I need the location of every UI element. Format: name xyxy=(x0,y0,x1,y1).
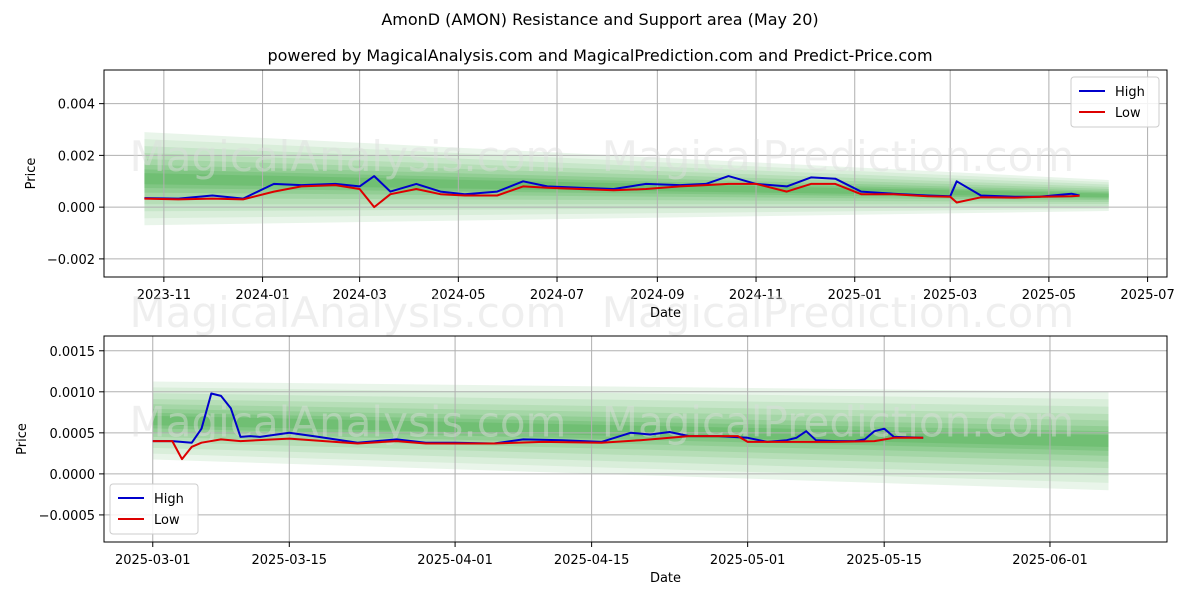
chart-panel-2: 2025-03-01 2025-03-15 2025-04-01 2025-04-15… xyxy=(15,335,1168,586)
chart-subtitle: powered by MagicalAnalysis.com and Magic… xyxy=(267,46,933,65)
y-tick-label: 0.0000 xyxy=(50,468,96,483)
x-tick-label: 2024-09 xyxy=(630,288,684,303)
watermark-text: MagicalAnalysis.com xyxy=(130,132,567,181)
plot-frame xyxy=(103,335,1168,543)
x-tick-label: 2025-01 xyxy=(828,288,882,303)
legend-box xyxy=(109,483,199,535)
y-tick-label: 0.0015 xyxy=(50,345,96,360)
x-tick-label: 2025-03 xyxy=(923,288,977,303)
y-axis-label: Price xyxy=(15,423,30,455)
legend: High Low xyxy=(1070,76,1160,128)
x-tick-label: 2025-03-01 xyxy=(115,553,191,568)
x-tick-label: 2025-07 xyxy=(1120,288,1174,303)
legend-box xyxy=(1070,76,1160,128)
y-axis-label: Price xyxy=(24,158,39,190)
x-tick-label: 2025-06-01 xyxy=(1012,553,1088,568)
y-tick-label: −0.002 xyxy=(47,253,95,268)
y-tick-label: −0.0005 xyxy=(39,509,95,524)
plot-frame xyxy=(103,69,1168,278)
x-tick-label: 2024-11 xyxy=(729,288,783,303)
chart-title: AmonD (AMON) Resistance and Support area… xyxy=(381,10,819,29)
x-tick-label: 2025-04-15 xyxy=(554,553,630,568)
x-tick-label: 2024-05 xyxy=(431,288,485,303)
legend: High Low xyxy=(109,483,199,535)
watermark-text: MagicalPrediction.com xyxy=(602,132,1075,181)
x-tick-label: 2025-04-01 xyxy=(417,553,493,568)
x-tick-label: 2025-05 xyxy=(1022,288,1076,303)
series-line-high xyxy=(144,175,1080,200)
chart-panel-1: 2023-11 2024-01 2024-03 2024-05 2024-07 2024-… xyxy=(24,69,1175,337)
watermark-text: MagicalPrediction.com xyxy=(602,288,1075,337)
band-level-1 xyxy=(152,381,1109,491)
x-tick-label: 2023-11 xyxy=(137,288,191,303)
legend-label-high: High xyxy=(1115,85,1145,100)
support-resistance-bands xyxy=(152,381,1109,491)
legend-label-low: Low xyxy=(154,513,180,528)
series-line-low xyxy=(144,182,1080,209)
y-tick-label: 0.000 xyxy=(58,201,95,216)
x-tick-label: 2025-05-01 xyxy=(710,553,786,568)
x-tick-label: 2025-05-15 xyxy=(846,553,922,568)
legend-label-low: Low xyxy=(1115,106,1141,121)
x-tick-label: 2024-03 xyxy=(332,288,386,303)
watermark-text: MagicalAnalysis.com xyxy=(130,288,567,337)
band-level-8 xyxy=(152,415,1109,447)
x-axis-label: Date xyxy=(650,571,681,586)
y-tick-label: 0.004 xyxy=(58,98,95,113)
series-line-low xyxy=(152,435,924,461)
y-tick-label: 0.0005 xyxy=(50,427,96,442)
x-tick-label: 2024-07 xyxy=(530,288,584,303)
x-tick-label: 2025-03-15 xyxy=(252,553,328,568)
watermark-text: MagicalPrediction.com xyxy=(602,398,1075,447)
y-tick-label: 0.0010 xyxy=(50,386,96,401)
legend-label-high: High xyxy=(154,492,184,507)
y-tick-label: 0.002 xyxy=(58,149,95,164)
band-level-2 xyxy=(152,387,1109,483)
x-tick-label: 2024-01 xyxy=(235,288,289,303)
band-level-3 xyxy=(152,393,1109,476)
x-axis-label: Date xyxy=(650,306,681,321)
